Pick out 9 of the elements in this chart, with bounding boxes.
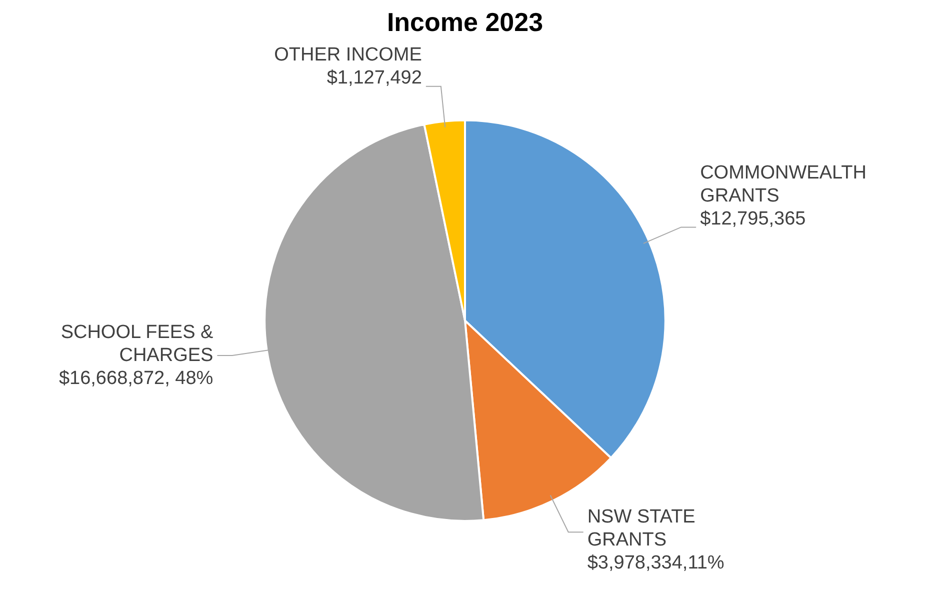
data-label: $3,978,334,11% bbox=[587, 552, 724, 574]
slice-label: SCHOOL FEES & CHARGES bbox=[60, 322, 214, 366]
data-label: $1,127,492 bbox=[326, 68, 422, 89]
data-label: $12,795,365 bbox=[700, 208, 806, 230]
slice-label: COMMONWEALTH GRANTS bbox=[700, 162, 866, 206]
slice-label: OTHER INCOME bbox=[274, 44, 422, 66]
chart-title: Income 2023 bbox=[386, 6, 544, 37]
data-label: $16,668,872, 48% bbox=[58, 368, 214, 389]
slice-label: NSW STATE GRANTS bbox=[587, 506, 696, 550]
